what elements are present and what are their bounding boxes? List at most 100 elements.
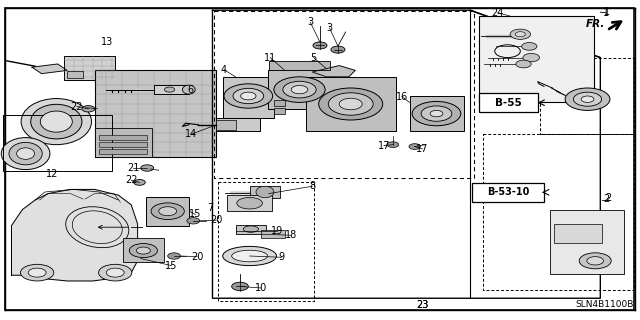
Text: 21: 21	[127, 163, 140, 173]
Text: 5: 5	[310, 52, 317, 63]
Bar	[274, 100, 285, 106]
Bar	[306, 77, 396, 131]
Ellipse shape	[21, 99, 92, 145]
Circle shape	[159, 207, 177, 216]
Text: 12: 12	[46, 169, 59, 180]
Bar	[95, 70, 216, 157]
Text: 16: 16	[396, 92, 408, 102]
Bar	[236, 225, 266, 234]
Circle shape	[331, 46, 345, 53]
Circle shape	[141, 165, 154, 171]
Circle shape	[523, 53, 540, 62]
Circle shape	[587, 257, 604, 265]
Bar	[67, 71, 83, 78]
Circle shape	[328, 93, 373, 115]
Text: 2: 2	[605, 193, 611, 204]
Circle shape	[516, 60, 531, 68]
Bar	[554, 224, 602, 243]
Bar	[261, 230, 285, 238]
Bar	[154, 85, 189, 94]
Text: 4: 4	[221, 65, 227, 75]
Text: 10: 10	[255, 283, 268, 293]
Ellipse shape	[31, 104, 82, 139]
Ellipse shape	[182, 85, 195, 94]
Polygon shape	[32, 64, 67, 74]
Circle shape	[339, 98, 362, 110]
Ellipse shape	[40, 111, 72, 132]
Circle shape	[99, 264, 132, 281]
Bar	[269, 61, 330, 70]
Circle shape	[515, 32, 525, 37]
Text: 19: 19	[271, 226, 284, 236]
Circle shape	[274, 77, 325, 102]
Text: 1: 1	[603, 8, 609, 18]
Polygon shape	[486, 35, 512, 37]
Circle shape	[421, 106, 452, 121]
Text: 11: 11	[264, 52, 276, 63]
Bar	[216, 120, 236, 130]
Circle shape	[187, 218, 200, 224]
Circle shape	[579, 253, 611, 269]
Text: 15: 15	[165, 260, 178, 271]
Circle shape	[224, 84, 273, 108]
Bar	[99, 142, 147, 147]
Bar	[274, 108, 285, 114]
Bar	[227, 195, 272, 211]
Bar	[410, 96, 464, 131]
Circle shape	[106, 268, 124, 277]
Ellipse shape	[243, 226, 259, 232]
Circle shape	[233, 88, 264, 104]
Bar	[95, 128, 152, 157]
Ellipse shape	[223, 246, 276, 266]
Circle shape	[164, 87, 175, 92]
Circle shape	[387, 142, 399, 148]
Text: FR.: FR.	[586, 19, 605, 29]
Text: 6: 6	[188, 85, 194, 95]
Text: 17: 17	[416, 144, 429, 154]
Text: 22: 22	[70, 101, 83, 112]
Text: 22: 22	[125, 175, 138, 185]
Bar	[479, 16, 594, 102]
Circle shape	[291, 85, 308, 94]
Circle shape	[168, 253, 180, 259]
Circle shape	[151, 203, 184, 220]
Circle shape	[319, 88, 383, 120]
Text: 1: 1	[604, 7, 610, 17]
Ellipse shape	[237, 197, 262, 209]
Bar	[123, 238, 164, 262]
Circle shape	[283, 81, 316, 98]
Circle shape	[412, 101, 461, 126]
Text: 18: 18	[285, 230, 298, 240]
Ellipse shape	[17, 148, 35, 159]
Bar	[268, 70, 332, 109]
Circle shape	[28, 268, 46, 277]
Text: 20: 20	[191, 252, 204, 262]
Text: 24: 24	[492, 8, 504, 18]
Bar	[64, 56, 115, 80]
Text: 20: 20	[210, 215, 223, 225]
Ellipse shape	[256, 186, 274, 198]
Text: 3: 3	[307, 17, 314, 28]
Bar	[479, 93, 538, 112]
Text: 3: 3	[326, 23, 333, 33]
Circle shape	[241, 92, 256, 100]
Text: 14: 14	[184, 129, 197, 140]
Circle shape	[409, 144, 420, 149]
Circle shape	[136, 247, 150, 254]
Polygon shape	[133, 89, 154, 91]
Circle shape	[565, 88, 610, 110]
Circle shape	[313, 42, 327, 49]
Text: 15: 15	[189, 209, 202, 220]
Text: 8: 8	[309, 181, 316, 191]
Text: 23: 23	[416, 300, 429, 310]
Text: 7: 7	[207, 203, 213, 213]
Circle shape	[573, 92, 602, 106]
Text: 9: 9	[278, 252, 285, 262]
Text: 23: 23	[416, 300, 429, 310]
Bar	[146, 197, 189, 226]
Circle shape	[522, 43, 537, 50]
Circle shape	[232, 282, 248, 291]
Ellipse shape	[9, 142, 42, 165]
Circle shape	[129, 244, 157, 258]
Bar	[223, 77, 274, 118]
